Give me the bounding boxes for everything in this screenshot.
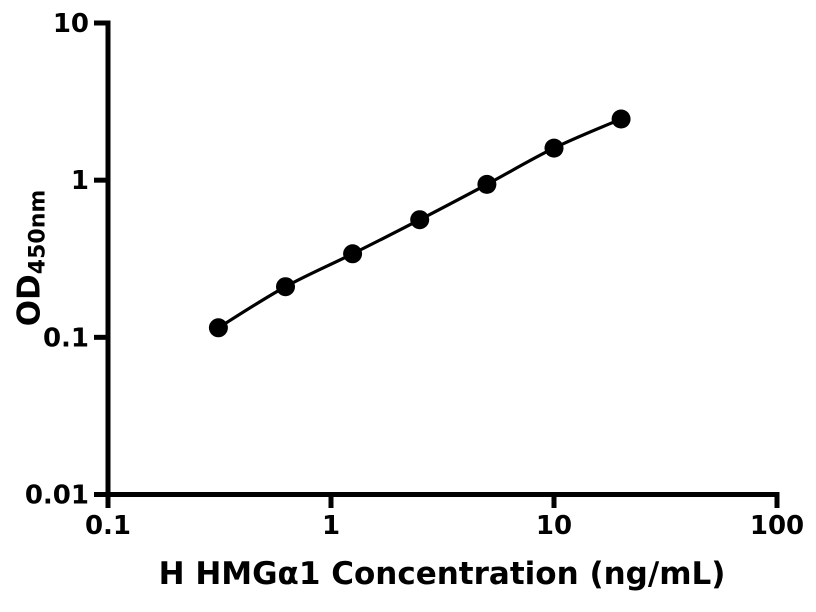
data-point bbox=[343, 244, 363, 264]
axes-spine bbox=[105, 20, 780, 497]
y-axis-title-main: OD bbox=[11, 274, 48, 327]
x-tick-label-2: 10 bbox=[536, 511, 572, 541]
data-point bbox=[208, 318, 228, 338]
data-point bbox=[410, 210, 430, 230]
data-point bbox=[544, 138, 564, 158]
y-tick-label-2: 1 bbox=[71, 166, 89, 196]
y-tick-label-1: 0.1 bbox=[43, 323, 89, 353]
x-axis-title: H HMGα1 Concentration (ng/mL) bbox=[158, 556, 726, 592]
data-point bbox=[477, 174, 497, 194]
y-tick-label-3: 10 bbox=[53, 9, 89, 39]
x-tick-label-0: 0.1 bbox=[85, 511, 131, 541]
y-tick-label-0: 0.01 bbox=[25, 481, 89, 511]
y-axis-title: OD450nm bbox=[11, 189, 51, 327]
y-axis-title-sub: 450nm bbox=[25, 189, 51, 275]
x-tick-label-1: 1 bbox=[322, 511, 340, 541]
x-tick-label-3: 100 bbox=[750, 511, 804, 541]
data-point bbox=[611, 109, 631, 129]
data-point bbox=[276, 277, 295, 297]
